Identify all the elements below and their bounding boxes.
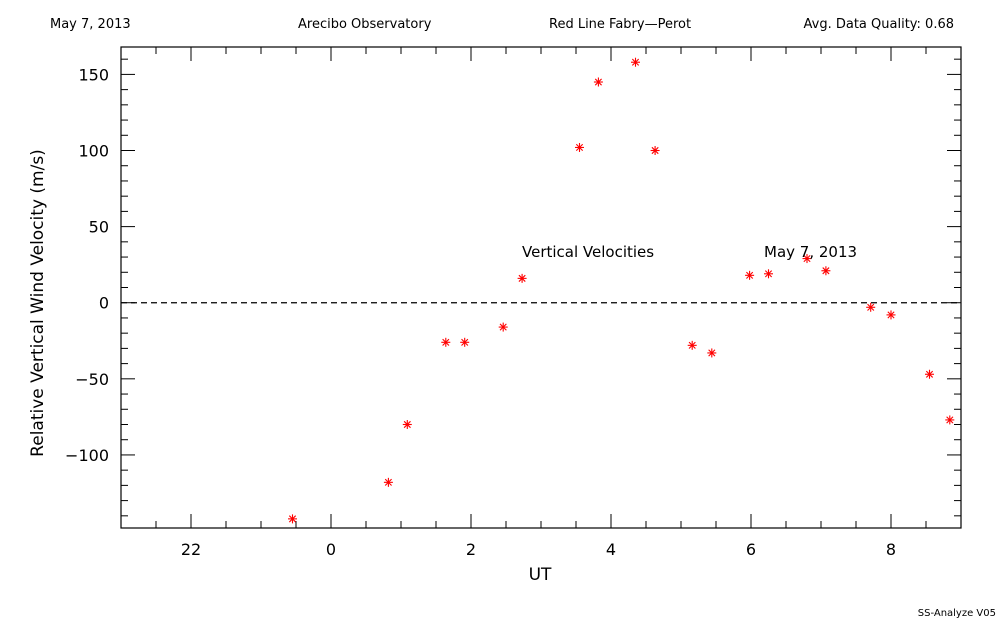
data-points bbox=[288, 57, 955, 524]
x-axis-label: UT bbox=[529, 565, 552, 585]
data-point bbox=[745, 270, 755, 280]
header-instrument: Red Line Fabry—Perot bbox=[549, 17, 692, 32]
annotation-date: May 7, 2013 bbox=[764, 243, 857, 261]
data-point bbox=[821, 266, 831, 276]
data-point bbox=[402, 419, 412, 429]
data-point bbox=[764, 269, 773, 279]
x-tick-label: 0 bbox=[326, 540, 336, 559]
y-tick-label: −100 bbox=[65, 446, 109, 465]
y-tick-labels: −100 −50 0 50 100 150 bbox=[65, 65, 109, 465]
annotation-vertical-velocities: Vertical Velocities bbox=[522, 243, 654, 261]
data-point bbox=[631, 57, 640, 67]
header-observatory: Arecibo Observatory bbox=[298, 17, 432, 32]
data-point bbox=[517, 273, 527, 283]
header-data-quality: Avg. Data Quality: 0.68 bbox=[803, 17, 954, 32]
data-point bbox=[441, 337, 451, 347]
data-point bbox=[886, 310, 896, 320]
y-tick-label: −50 bbox=[75, 370, 109, 389]
data-point bbox=[460, 337, 470, 347]
y-tick-label: 50 bbox=[89, 218, 109, 237]
data-point bbox=[945, 415, 955, 425]
data-point bbox=[925, 369, 934, 379]
x-tick-label: 4 bbox=[606, 540, 616, 559]
x-tick-label: 6 bbox=[746, 540, 756, 559]
y-axis-label: Relative Vertical Wind Velocity (m/s) bbox=[28, 149, 48, 457]
data-point bbox=[575, 142, 584, 152]
tick-marks bbox=[120, 47, 962, 528]
data-point bbox=[866, 302, 876, 312]
y-tick-label: 0 bbox=[99, 294, 109, 313]
y-tick-label: 100 bbox=[78, 142, 109, 161]
data-point bbox=[707, 348, 717, 358]
y-tick-label: 150 bbox=[78, 65, 109, 84]
software-version-label: SS-Analyze V05 bbox=[917, 608, 996, 619]
data-point bbox=[650, 146, 660, 156]
data-point bbox=[802, 254, 812, 264]
x-tick-label: 2 bbox=[466, 540, 476, 559]
header-date: May 7, 2013 bbox=[50, 17, 131, 32]
plot-frame bbox=[120, 46, 962, 529]
data-point bbox=[687, 340, 697, 350]
data-point bbox=[498, 322, 508, 332]
data-point bbox=[593, 77, 603, 87]
data-point bbox=[383, 477, 393, 487]
x-tick-label: 22 bbox=[181, 540, 201, 559]
x-tick-label: 8 bbox=[886, 540, 896, 559]
data-point bbox=[288, 514, 297, 524]
x-tick-labels: 22 0 2 4 6 8 bbox=[181, 540, 896, 559]
